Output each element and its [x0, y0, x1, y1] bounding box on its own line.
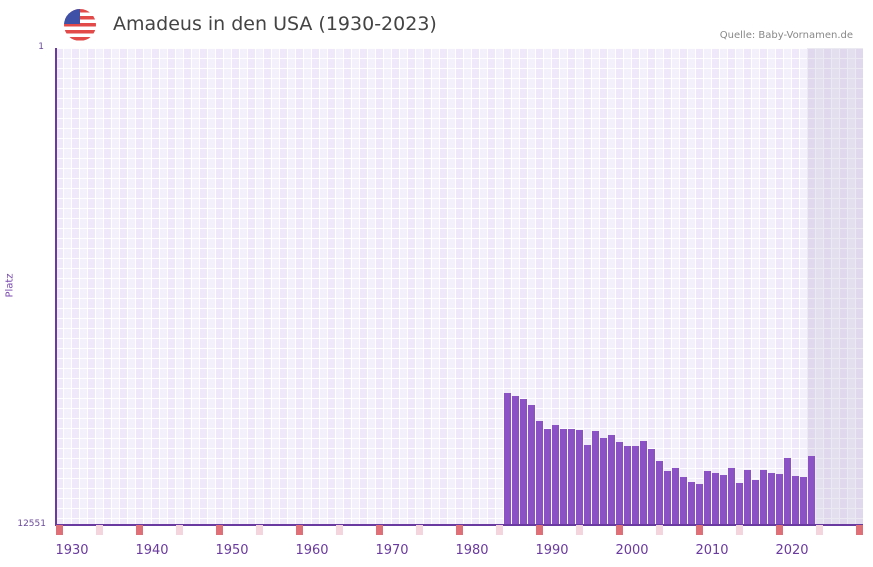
- bar-2004[interactable]: [664, 470, 671, 525]
- year-mark-1948: [216, 525, 223, 535]
- x-tick-1970: 1970: [375, 543, 409, 558]
- bar-1984[interactable]: [504, 392, 511, 525]
- year-mark-1983: [496, 525, 503, 535]
- year-mark-2008: [696, 525, 703, 535]
- year-marks: [55, 525, 863, 535]
- x-tick-1980: 1980: [455, 543, 489, 558]
- bar-2012[interactable]: [728, 467, 735, 525]
- bar-1991[interactable]: [560, 428, 567, 525]
- year-mark-1953: [256, 525, 263, 535]
- plot-area: [55, 48, 863, 525]
- x-tick-1940: 1940: [135, 543, 169, 558]
- bar-2000[interactable]: [632, 445, 639, 525]
- bar-2011[interactable]: [720, 474, 727, 525]
- bar-2021[interactable]: [800, 476, 807, 525]
- bar-1994[interactable]: [584, 444, 591, 525]
- x-tick-1960: 1960: [295, 543, 329, 558]
- bar-1986[interactable]: [520, 398, 527, 525]
- bar-2006[interactable]: [680, 476, 687, 525]
- bar-1989[interactable]: [544, 428, 551, 525]
- bar-2014[interactable]: [744, 469, 751, 525]
- year-mark-1978: [456, 525, 463, 535]
- x-tick-2020: 2020: [775, 543, 809, 558]
- bar-2022[interactable]: [808, 455, 815, 525]
- y-axis-line: [55, 48, 57, 526]
- bar-2009[interactable]: [704, 470, 711, 525]
- y-tick-bottom: 12551: [17, 519, 46, 529]
- bar-2015[interactable]: [752, 479, 759, 525]
- bar-2007[interactable]: [688, 481, 695, 525]
- bar-2010[interactable]: [712, 472, 719, 525]
- bar-2005[interactable]: [672, 467, 679, 525]
- x-tick-1950: 1950: [215, 543, 249, 558]
- y-tick-top: 1: [38, 42, 44, 52]
- source-credit: Quelle: Baby-Vornamen.de: [719, 30, 853, 41]
- bar-1997[interactable]: [608, 434, 615, 525]
- x-tick-1930: 1930: [55, 543, 89, 558]
- bar-1999[interactable]: [624, 445, 631, 525]
- bar-1996[interactable]: [600, 437, 607, 525]
- year-mark-2013: [736, 525, 743, 535]
- year-mark-1943: [176, 525, 183, 535]
- y-axis-label: Platz: [4, 273, 16, 298]
- x-tick-2010: 2010: [695, 543, 729, 558]
- year-mark-1938: [136, 525, 143, 535]
- bar-2020[interactable]: [792, 475, 799, 525]
- year-mark-1933: [96, 525, 103, 535]
- bar-1993[interactable]: [576, 429, 583, 525]
- future-shade: [807, 48, 863, 525]
- year-mark-1958: [296, 525, 303, 535]
- bar-1998[interactable]: [616, 441, 623, 525]
- chart-title: Amadeus in den USA (1930-2023): [113, 13, 437, 35]
- bar-1992[interactable]: [568, 428, 575, 525]
- bar-2017[interactable]: [768, 472, 775, 525]
- year-mark-2018: [776, 525, 783, 535]
- year-mark-1963: [336, 525, 343, 535]
- bar-2002[interactable]: [648, 448, 655, 525]
- year-mark-1973: [416, 525, 423, 535]
- year-mark-1998: [616, 525, 623, 535]
- bar-2018[interactable]: [776, 473, 783, 525]
- x-tick-1990: 1990: [535, 543, 569, 558]
- us-flag-icon: [64, 9, 96, 41]
- bar-2001[interactable]: [640, 440, 647, 525]
- year-mark-2028: [856, 525, 863, 535]
- bar-1995[interactable]: [592, 430, 599, 525]
- year-mark-1968: [376, 525, 383, 535]
- bar-2003[interactable]: [656, 460, 663, 525]
- bar-1990[interactable]: [552, 424, 559, 525]
- bar-2008[interactable]: [696, 483, 703, 525]
- year-mark-1988: [536, 525, 543, 535]
- bar-2016[interactable]: [760, 469, 767, 525]
- x-tick-2000: 2000: [615, 543, 649, 558]
- bar-2013[interactable]: [736, 482, 743, 525]
- bar-1988[interactable]: [536, 420, 543, 525]
- year-mark-2003: [656, 525, 663, 535]
- bar-1987[interactable]: [528, 404, 535, 525]
- bar-1985[interactable]: [512, 395, 519, 525]
- bar-2019[interactable]: [784, 457, 791, 525]
- year-mark-1993: [576, 525, 583, 535]
- year-mark-2023: [816, 525, 823, 535]
- year-mark-1928: [56, 525, 63, 535]
- x-axis-line: [55, 524, 863, 526]
